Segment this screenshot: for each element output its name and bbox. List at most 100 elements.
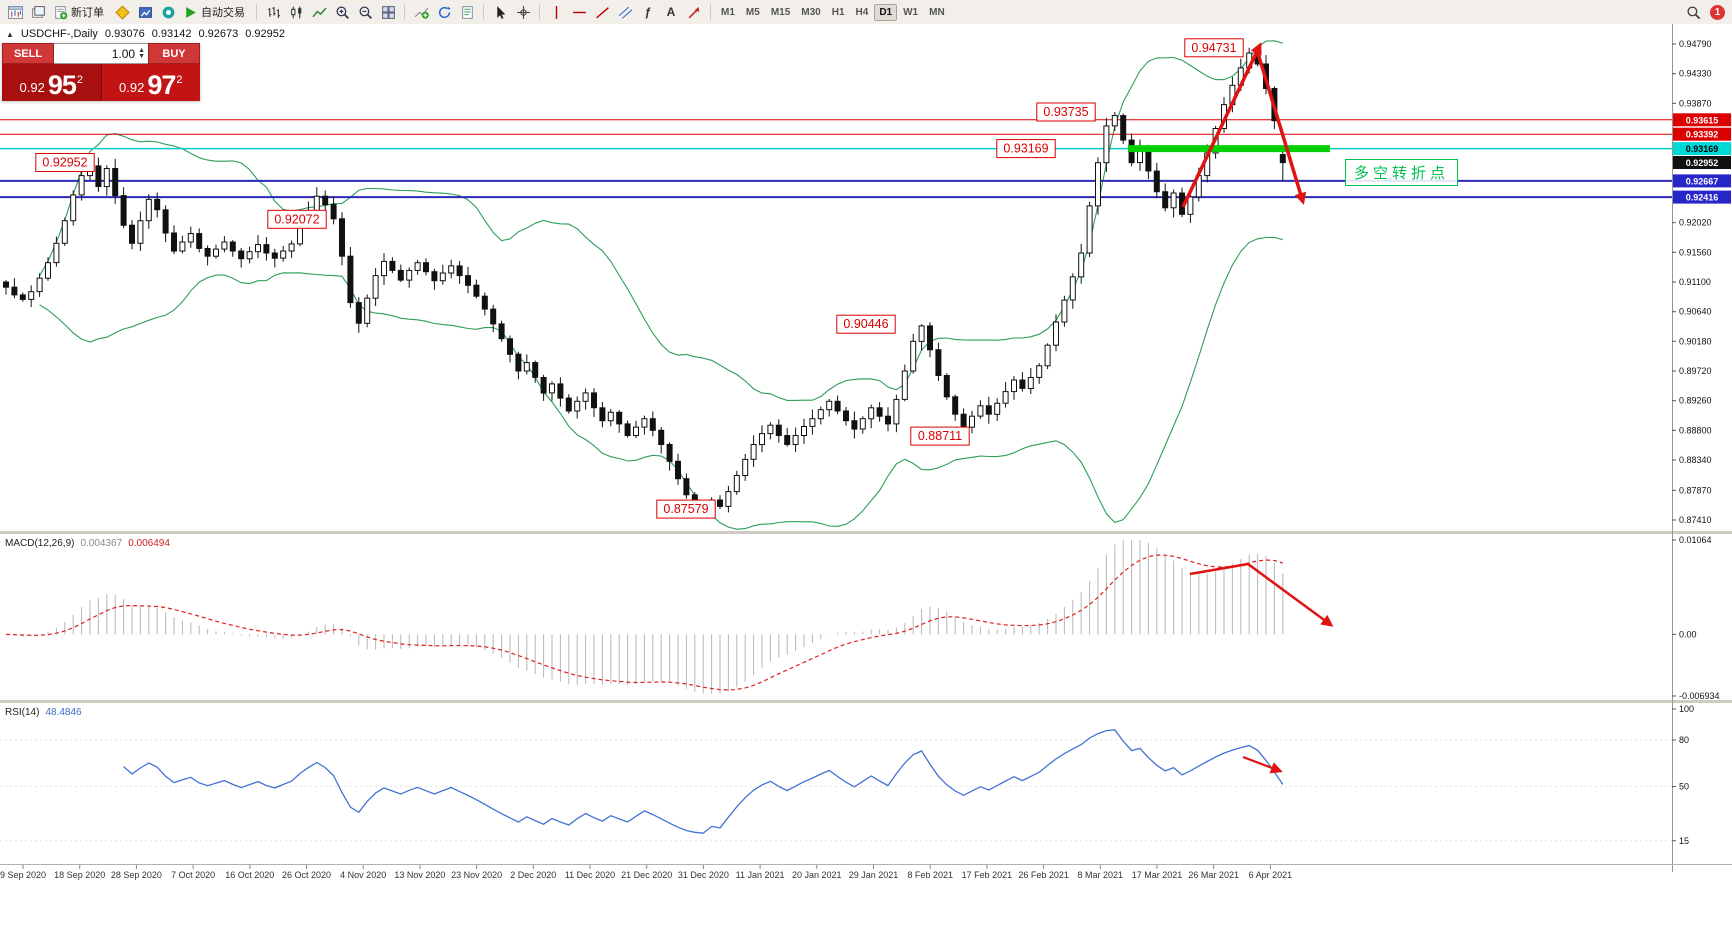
channel-icon[interactable] xyxy=(614,2,636,22)
cursor-icon[interactable] xyxy=(489,2,511,22)
timeframe-w1[interactable]: W1 xyxy=(903,6,919,18)
svg-text:0.91100: 0.91100 xyxy=(1679,277,1711,287)
timeframe-m5[interactable]: M5 xyxy=(745,6,760,18)
new-order-button[interactable]: 新订单 xyxy=(50,3,110,21)
svg-text:0.94330: 0.94330 xyxy=(1679,69,1712,79)
svg-text:0.01064: 0.01064 xyxy=(1679,535,1712,545)
chart-background xyxy=(0,24,1732,945)
ohlc-close: 0.92952 xyxy=(245,28,285,40)
templates-icon[interactable] xyxy=(456,2,478,22)
buy-price-display[interactable]: 0.92 97 2 xyxy=(100,64,200,101)
volume-up-icon[interactable]: ▲ xyxy=(138,46,145,54)
buy-button[interactable]: BUY xyxy=(148,43,200,64)
svg-text:-0.006934: -0.006934 xyxy=(1679,691,1720,701)
svg-text:0.94731: 0.94731 xyxy=(1191,41,1236,55)
svg-text:0.89720: 0.89720 xyxy=(1679,366,1712,376)
rsi-value: 48.4846 xyxy=(45,707,82,718)
timeframe-m30[interactable]: M30 xyxy=(801,6,821,18)
volume-down-icon[interactable]: ▼ xyxy=(138,52,145,60)
svg-text:26 Oct 2020: 26 Oct 2020 xyxy=(282,870,331,880)
svg-text:0.89260: 0.89260 xyxy=(1679,396,1712,406)
timeframe-d1[interactable]: D1 xyxy=(874,3,898,21)
one-click-trading-panel: SELL 1.00 ▲ ▼ BUY 0.92 95 2 0.92 97 2 xyxy=(2,43,200,101)
vertical-line-icon[interactable] xyxy=(545,2,567,22)
svg-text:26 Feb 2021: 26 Feb 2021 xyxy=(1018,870,1069,880)
panel-separator-macd[interactable] xyxy=(0,531,1732,534)
metaeditor-icon[interactable] xyxy=(111,2,133,22)
macd-name: MACD(12,26,9) xyxy=(5,538,75,549)
trend-arrows[interactable] xyxy=(1181,42,1334,774)
community-icon[interactable] xyxy=(157,2,179,22)
ohlc-low: 0.92673 xyxy=(198,28,239,40)
svg-text:13 Nov 2020: 13 Nov 2020 xyxy=(394,870,445,880)
svg-text:0.93169: 0.93169 xyxy=(1686,144,1719,154)
cn-annotation[interactable]: 多空转折点 xyxy=(1345,159,1459,186)
toolbar-separator xyxy=(256,4,257,20)
svg-text:29 Jan 2021: 29 Jan 2021 xyxy=(849,870,899,880)
svg-text:0.92020: 0.92020 xyxy=(1679,218,1712,228)
line-chart-icon[interactable] xyxy=(308,2,330,22)
volume-value: 1.00 xyxy=(111,46,136,61)
svg-text:6 Apr 2021: 6 Apr 2021 xyxy=(1249,870,1293,880)
svg-text:0.93735: 0.93735 xyxy=(1043,105,1088,119)
indicators-icon[interactable] xyxy=(410,2,432,22)
symbol-info: ▲ USDCHF-,Daily 0.93076 0.93142 0.92673 … xyxy=(6,28,285,40)
svg-text:23 Nov 2020: 23 Nov 2020 xyxy=(451,870,502,880)
autotrading-button[interactable]: 自动交易 xyxy=(180,3,251,21)
svg-text:0.87410: 0.87410 xyxy=(1679,515,1712,525)
svg-text:80: 80 xyxy=(1679,735,1689,745)
sell-button[interactable]: SELL xyxy=(2,43,54,64)
toolbar-separator xyxy=(483,4,484,20)
chart-canvas[interactable]: 0.92952 0.92072 0.87579 0.90446 0.88711 0.937… xyxy=(0,24,1732,945)
panel-separator-rsi[interactable] xyxy=(0,700,1732,703)
period-cycles-icon[interactable] xyxy=(433,2,455,22)
new-chart-icon[interactable] xyxy=(4,2,26,22)
chart-region[interactable]: 0.92952 0.92072 0.87579 0.90446 0.88711 0.937… xyxy=(0,24,1732,945)
timeframe-h1[interactable]: H1 xyxy=(831,6,845,18)
svg-text:0.88340: 0.88340 xyxy=(1679,455,1712,465)
zoom-in-icon[interactable] xyxy=(331,2,353,22)
svg-text:100: 100 xyxy=(1679,704,1694,714)
date-axis[interactable]: 9 Sep 2020 18 Sep 2020 28 Sep 2020 7 Oct 20… xyxy=(0,865,1292,880)
price-axis[interactable]: 0.94790 0.94330 0.93870 0.92020 0.91560 0.911… xyxy=(0,24,1732,872)
svg-text:0.92072: 0.92072 xyxy=(274,212,319,226)
bar-chart-icon[interactable] xyxy=(262,2,284,22)
arrows-object-icon[interactable] xyxy=(683,2,705,22)
ohlc-high: 0.93142 xyxy=(151,28,192,40)
svg-text:26 Mar 2021: 26 Mar 2021 xyxy=(1188,870,1239,880)
crosshair-icon[interactable] xyxy=(512,2,534,22)
notification-badge[interactable]: 1 xyxy=(1710,4,1725,20)
svg-text:0.93169: 0.93169 xyxy=(1003,142,1048,156)
svg-text:0.90180: 0.90180 xyxy=(1679,336,1712,346)
svg-text:18 Sep 2020: 18 Sep 2020 xyxy=(54,870,105,880)
svg-text:0.87870: 0.87870 xyxy=(1679,485,1712,495)
svg-text:9 Sep 2020: 9 Sep 2020 xyxy=(0,870,46,880)
fibonacci-icon[interactable]: ƒ xyxy=(644,5,652,19)
zoom-out-icon[interactable] xyxy=(354,2,376,22)
timeframe-m15[interactable]: M15 xyxy=(770,6,791,18)
price-callouts[interactable]: 0.92952 0.92072 0.87579 0.90446 0.88711 0.937… xyxy=(35,38,1244,519)
timeframe-h4[interactable]: H4 xyxy=(855,6,869,18)
svg-text:28 Sep 2020: 28 Sep 2020 xyxy=(111,870,162,880)
volume-field[interactable]: 1.00 ▲ ▼ xyxy=(54,43,148,64)
sell-price-display[interactable]: 0.92 95 2 xyxy=(2,64,101,101)
svg-text:11 Jan 2021: 11 Jan 2021 xyxy=(736,870,785,880)
candlestick-chart-icon[interactable] xyxy=(285,2,307,22)
svg-text:20 Jan 2021: 20 Jan 2021 xyxy=(792,870,842,880)
symbol-title: USDCHF-,Daily xyxy=(20,28,98,40)
symbol-expand-icon[interactable]: ▲ xyxy=(6,29,14,39)
macd-value-1: 0.004367 xyxy=(80,538,123,549)
timeframe-mn[interactable]: MN xyxy=(929,6,945,18)
search-icon[interactable] xyxy=(1682,2,1704,22)
profiles-icon[interactable] xyxy=(27,2,49,22)
svg-text:0.90640: 0.90640 xyxy=(1679,307,1712,317)
tile-windows-icon[interactable] xyxy=(377,2,399,22)
svg-text:0.93392: 0.93392 xyxy=(1686,130,1719,140)
timeframe-m1[interactable]: M1 xyxy=(721,6,735,18)
toolbar: 新订单 自动交易 ƒ A M1 M5 M15 M30 H1 H4 D1 W1 MN 1 xyxy=(0,0,1732,25)
market-icon[interactable] xyxy=(134,2,156,22)
trendline-icon[interactable] xyxy=(591,2,613,22)
text-label-icon[interactable]: A xyxy=(666,5,676,19)
horizontal-line-icon[interactable] xyxy=(568,2,590,22)
